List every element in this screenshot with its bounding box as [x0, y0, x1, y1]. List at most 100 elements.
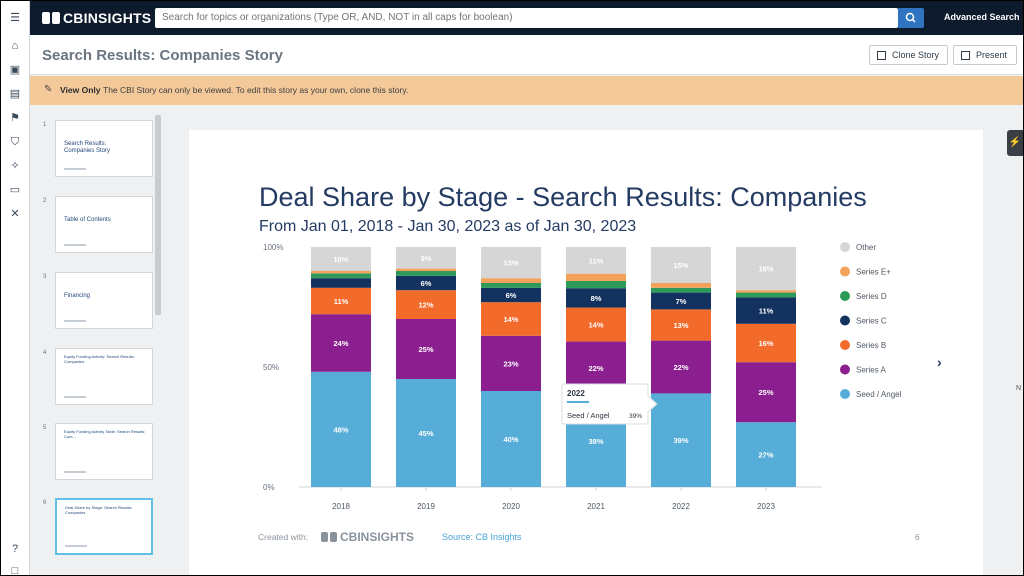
map-icon[interactable]: ⚑: [10, 112, 20, 124]
bar-segment: [736, 297, 796, 324]
bar-data-label: 6%: [421, 279, 432, 288]
right-panel-label: N: [1016, 385, 1022, 392]
search-button[interactable]: [898, 8, 924, 28]
source-link[interactable]: Source: CB Insights: [442, 532, 522, 542]
chat-icon[interactable]: ▣: [9, 64, 21, 76]
slide-thumbnail[interactable]: Deal Share by Stage: Search Results: Com…: [55, 498, 153, 555]
x-tick-label: 2021: [587, 502, 605, 511]
bar-segment: [311, 247, 371, 271]
page-header: Search Results: Companies Story Clone St…: [30, 35, 1023, 75]
bar-segment: [396, 268, 456, 271]
menu-collapse-icon[interactable]: ☰: [10, 12, 20, 24]
panel-toggle-button[interactable]: ⚡: [1007, 130, 1023, 156]
bar-segment: [481, 278, 541, 283]
footer-logo: CBINSIGHTS: [321, 530, 414, 544]
bar-segment: [481, 335, 541, 391]
notification-icon[interactable]: □: [11, 565, 19, 575]
thumbnail-title: Equity Funding Activity Table: Search Re…: [64, 429, 146, 439]
bar-segment: [651, 340, 711, 394]
slide-subtitle: From Jan 01, 2018 - Jan 30, 2023 as of J…: [259, 218, 637, 235]
view-only-banner: ✎ View Only The CBI Story can only be vi…: [30, 76, 1023, 105]
help-icon[interactable]: ?: [11, 543, 19, 555]
no-edit-icon: ✎: [44, 84, 53, 95]
bar-segment: [736, 323, 796, 363]
bar-segment: [736, 290, 796, 293]
legend-swatch: [840, 266, 850, 277]
y-tick-label: 50%: [263, 363, 279, 372]
bar-segment: [396, 290, 456, 319]
next-slide-arrow[interactable]: ›: [937, 354, 942, 370]
right-panel: ⚡ N: [983, 105, 1023, 575]
thumbnail-number: 5: [43, 425, 47, 431]
legend-swatch: [840, 364, 850, 375]
x-tick-label: 2018: [332, 502, 350, 511]
play-icon: [961, 51, 970, 60]
bar-segment: [651, 309, 711, 341]
bar-segment: [311, 271, 371, 274]
slide-thumbnail[interactable]: Table of Contents: [55, 196, 153, 253]
slide-thumbnail[interactable]: Equity Funding Activity Table: Search Re…: [55, 423, 153, 480]
thumbnail-title: Equity Funding Activity: Search Results:…: [64, 354, 135, 364]
bar-segment: [481, 247, 541, 279]
slide-title: Deal Share by Stage - Search Results: Co…: [259, 182, 867, 212]
tools-icon[interactable]: ✕: [10, 208, 20, 220]
puzzle-icon[interactable]: ✧: [10, 160, 20, 172]
bar-data-label: 38%: [588, 437, 603, 446]
news-icon[interactable]: ▤: [9, 88, 21, 100]
legend-label: Other: [856, 243, 876, 252]
bar-data-label: 23%: [503, 359, 518, 368]
slide-canvas: Deal Share by Stage - Search Results: Co…: [189, 130, 983, 575]
bar-data-label: 18%: [758, 265, 773, 274]
presentation-icon[interactable]: ▭: [9, 184, 21, 196]
tooltip-year: 2022: [567, 389, 585, 398]
thumbnail-footer: [64, 396, 86, 398]
bar-segment: [396, 271, 456, 276]
bar-data-label: 11%: [334, 297, 349, 306]
page-number: 6: [915, 532, 920, 542]
bar-segment: [736, 247, 796, 291]
bar-segment: [566, 307, 626, 342]
legend-label: Series C: [856, 317, 887, 326]
thumbnail-number: 1: [43, 122, 47, 128]
bookmark-icon[interactable]: ⛉: [10, 136, 20, 148]
copy-icon: [877, 51, 886, 60]
icon-rail: ☰ ⌂ ▣ ▤ ⚑ ⛉ ✧ ▭ ✕ ? □: [1, 1, 30, 575]
bar-data-label: 22%: [673, 363, 688, 372]
brand-name: CBINSIGHTS: [63, 10, 152, 26]
legend-swatch: [840, 315, 850, 326]
deal-share-chart: 0% 50% 100% 48% 24% 11% 10% 2018 45% 25% 12% 6% 9% 20…: [263, 242, 902, 511]
search-input[interactable]: [155, 8, 898, 28]
top-bar: CBINSIGHTS Advanced Search: [30, 1, 1023, 35]
advanced-search-link[interactable]: Advanced Search: [944, 12, 1020, 22]
thumbnail-scrollbar[interactable]: [155, 115, 161, 315]
thumbnail-footer: [64, 320, 86, 322]
home-icon[interactable]: ⌂: [11, 40, 19, 52]
bar-segment: [311, 278, 371, 288]
bar-segment: [396, 379, 456, 487]
clone-story-button[interactable]: Clone Story: [869, 45, 948, 65]
tooltip-value: 39%: [629, 413, 642, 420]
brand-logo[interactable]: CBINSIGHTS: [42, 10, 151, 26]
slide-thumbnail[interactable]: Equity Funding Activity: Search Results:…: [55, 348, 153, 405]
slide-thumbnails: 1 Search Results: Companies Story 2 Table o…: [30, 105, 165, 575]
bar-data-label: 14%: [503, 315, 518, 324]
bar-segment: [481, 302, 541, 336]
bar-data-label: 11%: [589, 256, 604, 265]
legend-swatch: [840, 291, 850, 301]
legend-swatch: [840, 242, 850, 252]
bar-data-label: 15%: [673, 261, 688, 270]
bar-segment: [481, 391, 541, 487]
slide-thumbnail[interactable]: Financing: [55, 272, 153, 329]
bar-data-label: 6%: [506, 291, 517, 300]
bar-segment: [311, 273, 371, 279]
bar-data-label: 12%: [418, 301, 433, 310]
page-title: Search Results: Companies Story: [42, 47, 283, 64]
legend-label: Series D: [856, 292, 887, 301]
bar-data-label: 14%: [588, 321, 603, 330]
bar-data-label: 7%: [676, 297, 687, 306]
bar-segment: [396, 247, 456, 269]
present-button[interactable]: Present: [953, 45, 1017, 65]
slide-thumbnail[interactable]: Search Results: Companies Story: [55, 120, 153, 177]
thumbnail-number: 3: [43, 274, 47, 280]
bar-data-label: 45%: [418, 429, 433, 438]
